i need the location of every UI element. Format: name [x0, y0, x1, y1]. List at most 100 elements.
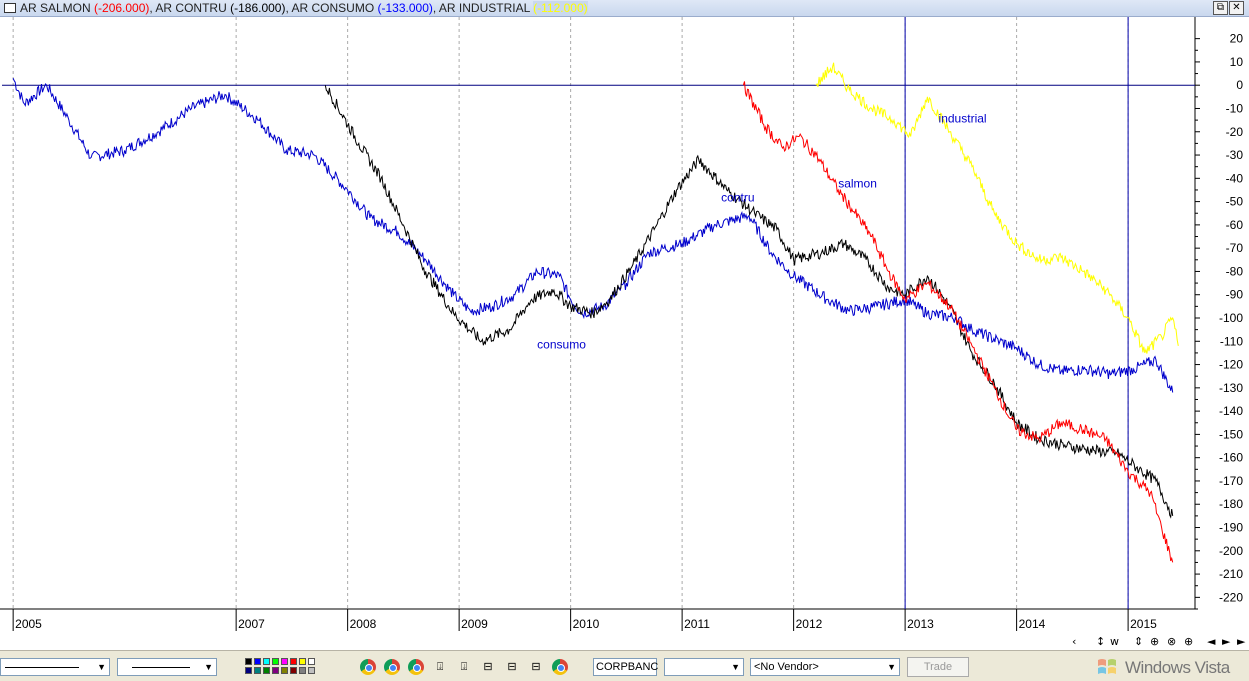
legend-value-consumo: (-133.000)	[377, 1, 433, 15]
y-tick-label: -140	[1219, 404, 1243, 418]
palette-swatch[interactable]	[272, 667, 279, 674]
x-tick-label: 2011	[684, 617, 710, 631]
x-tick-label: 2014	[1019, 617, 1046, 631]
y-tick-label: -180	[1219, 497, 1243, 511]
series-annotation: consumo	[537, 337, 586, 351]
scroll-left-icon[interactable]: ‹	[1072, 635, 1077, 648]
palette-swatch[interactable]	[245, 658, 252, 665]
y-tick-label: 10	[1230, 55, 1244, 69]
chart-nav-strip	[0, 633, 1249, 650]
series-annotation: contru	[721, 191, 754, 205]
window-layout-icon[interactable]: ⊟	[507, 661, 517, 673]
color-palette[interactable]	[243, 657, 333, 677]
chevron-down-icon: ▼	[731, 662, 740, 672]
zoom-out-icon[interactable]: ⊗	[1167, 635, 1177, 648]
chevron-down-icon: ▼	[887, 662, 896, 672]
browser-icon[interactable]	[552, 659, 568, 675]
x-tick-label: 2007	[238, 617, 265, 631]
interval-select[interactable]: ▼	[664, 658, 744, 676]
palette-swatch[interactable]	[272, 658, 279, 665]
window-layout-icon[interactable]: ⊟	[483, 661, 493, 673]
y-tick-label: 20	[1230, 32, 1244, 46]
palette-swatch[interactable]	[299, 658, 306, 665]
windows-logo-icon	[1098, 659, 1116, 674]
palette-swatch[interactable]	[290, 658, 297, 665]
line-style-sample	[5, 667, 79, 668]
scroll-forward-icon[interactable]: ►	[1222, 635, 1231, 648]
x-tick-label: 2010	[573, 617, 600, 631]
x-tick-label: 2012	[796, 617, 823, 631]
y-tick-label: -30	[1226, 148, 1244, 162]
trade-button[interactable]: Trade	[907, 657, 969, 677]
y-tick-label: -50	[1226, 195, 1244, 209]
palette-swatch[interactable]	[299, 667, 306, 674]
y-tick-label: 0	[1236, 78, 1243, 92]
legend-value-industrial: (-112.000)	[533, 1, 588, 15]
chevron-down-icon: ▼	[97, 662, 106, 672]
y-tick-label: -40	[1226, 171, 1244, 185]
palette-swatch[interactable]	[254, 667, 261, 674]
window-layout-icon[interactable]: ⊟	[531, 661, 541, 673]
palette-swatch[interactable]	[281, 658, 288, 665]
x-tick-label: 2005	[15, 617, 42, 631]
palette-swatch[interactable]	[263, 658, 270, 665]
palette-swatch[interactable]	[263, 667, 270, 674]
legend-label-contru: AR CONTRU	[155, 1, 227, 15]
ticker-input[interactable]: CORPBANC	[593, 658, 658, 676]
scroll-back-icon[interactable]: ◄	[1207, 635, 1216, 648]
browser-icon[interactable]	[360, 659, 376, 675]
close-window-icon[interactable]: ✕	[1229, 1, 1244, 15]
palette-swatch[interactable]	[254, 658, 261, 665]
y-tick-label: -90	[1226, 288, 1244, 302]
y-tick-label: -190	[1219, 521, 1243, 535]
week-button[interactable]: w	[1110, 635, 1119, 648]
y-tick-label: -210	[1219, 567, 1243, 581]
y-tick-label: -200	[1219, 544, 1243, 558]
chart-title-bar: AR SALMON (-206.000), AR CONTRU (-186.00…	[0, 0, 1249, 17]
os-watermark: Windows Vista	[1125, 658, 1230, 677]
line-style-select[interactable]: ▼	[0, 658, 110, 676]
zoom-fit-icon[interactable]: ⊕	[1184, 635, 1194, 648]
x-tick-label: 2009	[461, 617, 488, 631]
chevron-down-icon: ▼	[204, 662, 213, 672]
series-line-consumo	[12, 77, 1174, 393]
sync-icon[interactable]: ↕	[1096, 635, 1106, 648]
y-tick-label: -170	[1219, 474, 1243, 488]
x-tick-label: 2008	[350, 617, 377, 631]
y-tick-label: -10	[1226, 101, 1244, 115]
series-legend: AR SALMON (-206.000), AR CONTRU (-186.00…	[20, 1, 588, 15]
palette-swatch[interactable]	[308, 658, 315, 665]
legend-value-contru: (-186.000)	[230, 1, 286, 15]
legend-label-salmon: AR SALMON	[20, 1, 91, 15]
chart-window-icon	[4, 3, 16, 13]
palette-swatch[interactable]	[308, 667, 315, 674]
restore-window-icon[interactable]: ⧉	[1213, 1, 1228, 15]
line-width-sample	[132, 667, 190, 668]
plot-area	[2, 17, 1195, 609]
palette-swatch[interactable]	[281, 667, 288, 674]
y-tick-label: -20	[1226, 125, 1244, 139]
browser-icon[interactable]	[408, 659, 424, 675]
vendor-select[interactable]: <No Vendor> ▼	[750, 658, 900, 676]
browser-icon[interactable]	[384, 659, 400, 675]
y-tick-label: -160	[1219, 451, 1243, 465]
palette-swatch[interactable]	[290, 667, 297, 674]
line-width-select[interactable]: ▼	[117, 658, 217, 676]
zoom-in-icon[interactable]: ⊕	[1150, 635, 1160, 648]
legend-value-salmon: (-206.000)	[94, 1, 150, 15]
import-icon[interactable]: ⍗	[436, 661, 444, 673]
zoom-vertical-icon[interactable]: ⇕	[1134, 635, 1144, 648]
y-tick-label: -150	[1219, 427, 1243, 441]
y-tick-label: -100	[1219, 311, 1243, 325]
price-chart[interactable]: 2005 2007 2008 2009 2010 2011 2012 2013 2014 2015…	[0, 17, 1249, 633]
x-tick-label: 2013	[907, 617, 934, 631]
y-tick-label: -70	[1226, 241, 1244, 255]
series-annotation: salmon	[838, 177, 877, 191]
export-icon[interactable]: ⍗	[460, 661, 468, 673]
y-tick-label: -130	[1219, 381, 1243, 395]
scroll-end-icon[interactable]: ►	[1237, 635, 1246, 648]
palette-swatch[interactable]	[245, 667, 252, 674]
y-tick-label: -120	[1219, 358, 1243, 372]
y-tick-label: -60	[1226, 218, 1244, 232]
y-tick-label: -220	[1219, 590, 1243, 604]
